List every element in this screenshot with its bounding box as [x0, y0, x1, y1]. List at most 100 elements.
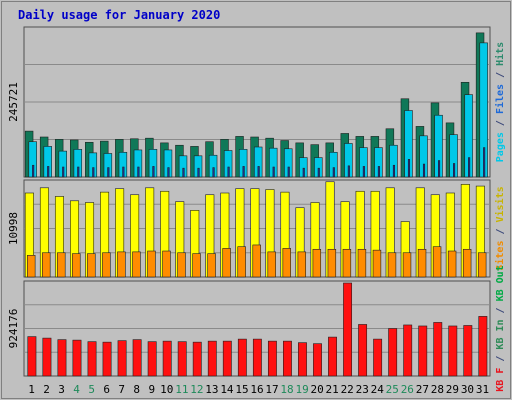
x-tick-label: 5 [88, 383, 95, 396]
bar-pages-8 [137, 166, 140, 178]
bar-pages-29 [453, 163, 456, 178]
bar-kb-f-9 [147, 341, 157, 377]
legend-entry: Visits [494, 186, 506, 222]
legend-entry: Files [494, 84, 506, 114]
bar-kb-f-20 [313, 343, 322, 377]
bar-sites-16 [252, 244, 261, 278]
bar-kb-f-7 [117, 340, 127, 377]
bar-sites-28 [432, 246, 442, 278]
bar-kb-f-19 [298, 342, 307, 377]
x-tick-label: 8 [133, 383, 140, 396]
bar-pages-6 [107, 167, 110, 178]
x-tick-label: 7 [118, 383, 125, 396]
bar-pages-14 [227, 166, 230, 178]
bar-kb-f-1 [27, 336, 37, 377]
bar-sites-15 [237, 246, 246, 278]
legend-entry: / [495, 66, 506, 84]
bar-pages-5 [92, 167, 95, 178]
bar-kb-f-29 [448, 325, 458, 377]
bar-pages-27 [422, 163, 426, 178]
bar-sites-29 [447, 250, 457, 278]
bar-kb-f-23 [358, 324, 368, 377]
bar-sites-10 [162, 250, 171, 278]
x-tick-label: 26 [401, 383, 414, 396]
panel-visits: 10998 Sites / Visits [7, 179, 506, 278]
bar-kb-f-28 [433, 322, 443, 377]
legend-entry: / [495, 222, 506, 240]
x-tick-label: 11 [175, 383, 188, 396]
bar-pages-17 [272, 166, 275, 178]
legend-entry: / [495, 350, 506, 368]
bar-kb-f-10 [162, 340, 172, 377]
x-tick-label: 24 [371, 383, 385, 396]
bar-kb-f-11 [177, 341, 187, 377]
bar-pages-1 [32, 164, 35, 178]
x-tick-label: 25 [386, 383, 399, 396]
bar-kb-f-30 [463, 325, 473, 377]
bar-pages-19 [302, 167, 305, 178]
bar-pages-10 [167, 167, 170, 178]
bar-sites-13 [207, 253, 216, 278]
bar-sites-4 [72, 253, 81, 278]
bar-sites-27 [417, 248, 427, 278]
bar-pages-11 [182, 167, 185, 178]
x-tick-label: 1 [28, 383, 35, 396]
bar-sites-9 [147, 250, 156, 278]
x-tick-label: 15 [235, 383, 248, 396]
bar-kb-f-16 [252, 338, 262, 377]
chart-panels: 245721 Pages / Files / Hits 10998 Sites / V… [7, 26, 506, 392]
bar-pages-31 [483, 147, 486, 178]
bar-pages-23 [362, 166, 365, 178]
bar-sites-25 [387, 252, 397, 278]
legend-entry: / [495, 301, 506, 319]
bar-pages-30 [468, 157, 471, 178]
legend-entry: Pages [495, 132, 506, 162]
bar-kb-f-18 [283, 340, 292, 377]
bar-kb-f-2 [42, 337, 52, 377]
bar-pages-26 [407, 159, 411, 178]
bar-kb-f-5 [87, 341, 97, 377]
bar-kb-f-14 [222, 340, 232, 377]
chart-title: Daily usage for January 2020 [18, 8, 220, 22]
bar-sites-23 [357, 248, 367, 278]
x-tick-label: 4 [73, 383, 80, 396]
bar-kb-f-4 [72, 339, 82, 377]
bar-sites-2 [42, 252, 51, 278]
bar-sites-24 [372, 249, 382, 278]
bar-sites-5 [87, 253, 96, 278]
x-tick-label: 9 [148, 383, 155, 396]
x-tick-label: 6 [103, 383, 110, 396]
bar-sites-26 [402, 252, 412, 278]
panel-hits-scale-label: 245721 [7, 82, 20, 122]
bar-kb-f-6 [102, 341, 112, 377]
bar-kb-f-24 [373, 338, 383, 377]
bar-sites-1 [27, 255, 36, 278]
bar-kb-f-21 [328, 336, 337, 377]
panel-hits-legend: Pages / Files / Hits [494, 42, 506, 162]
bar-kb-f-26 [403, 324, 413, 377]
bar-pages-21 [332, 167, 335, 178]
bar-kb-f-25 [388, 328, 398, 377]
x-tick-label: 18 [280, 383, 293, 396]
x-tick-label: 22 [341, 383, 354, 396]
bar-sites-12 [192, 253, 201, 278]
bar-pages-2 [47, 166, 50, 178]
legend-entry: KB Out [495, 265, 506, 301]
x-tick-label: 13 [205, 383, 218, 396]
bar-sites-6 [102, 252, 111, 278]
bar-sites-8 [132, 251, 141, 278]
bar-sites-17 [267, 251, 276, 278]
bar-kb-f-31 [478, 316, 488, 377]
bar-pages-12 [197, 167, 200, 178]
panel-visits-scale-label: 10998 [7, 212, 20, 245]
bar-sites-14 [222, 248, 231, 278]
x-tick-label: 31 [476, 383, 489, 396]
x-tick-label: 27 [416, 383, 429, 396]
bar-sites-19 [297, 251, 307, 278]
legend-entry: / [495, 114, 506, 132]
legend-entry: KB F [495, 368, 506, 392]
x-tick-label: 21 [326, 383, 339, 396]
bar-kb-f-15 [237, 338, 247, 377]
